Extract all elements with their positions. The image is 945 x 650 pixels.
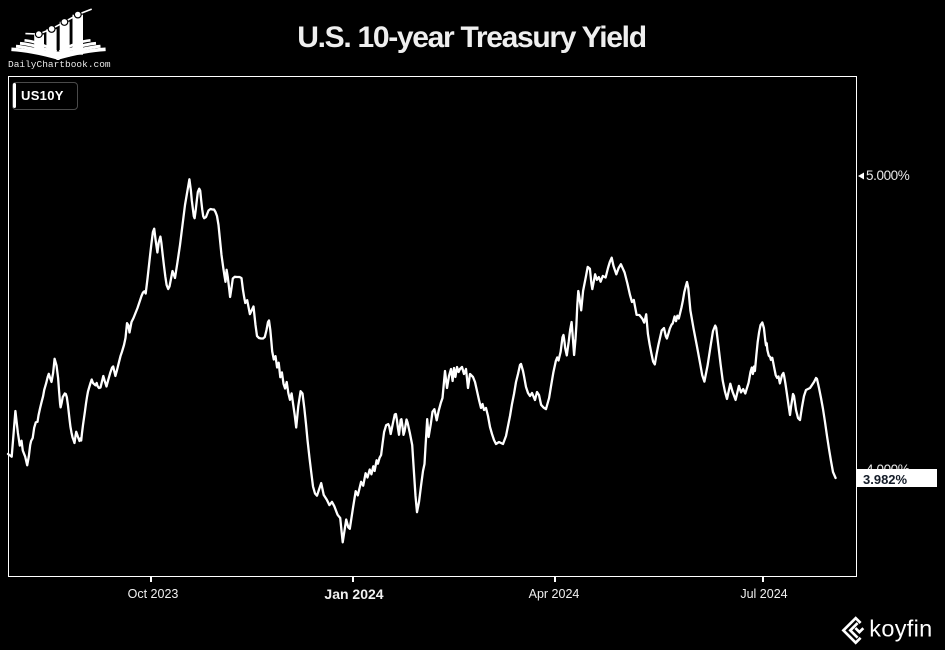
svg-text:koyfin: koyfin [869, 616, 932, 642]
